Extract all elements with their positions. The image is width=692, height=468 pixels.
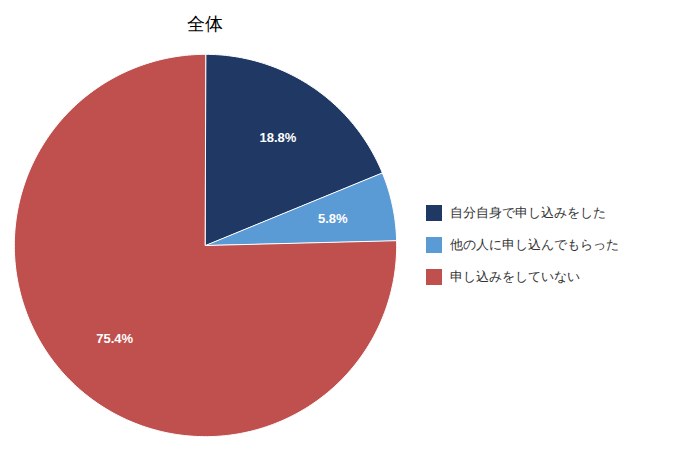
html-text:申し込みをしていない: 申し込みをしていない: [450, 269, 580, 284]
html-text:自分自身で申し込みをした: 自分自身で申し込みをした: [450, 205, 606, 220]
svg-text:18.8%: 18.8%: [259, 130, 296, 145]
svg-text:5.8%: 5.8%: [318, 211, 348, 226]
svg-text:75.4%: 75.4%: [96, 331, 133, 346]
html-text:全体: 全体: [187, 14, 223, 34]
html-text:他の人に申し込んでもらった: 他の人に申し込んでもらった: [450, 237, 619, 252]
